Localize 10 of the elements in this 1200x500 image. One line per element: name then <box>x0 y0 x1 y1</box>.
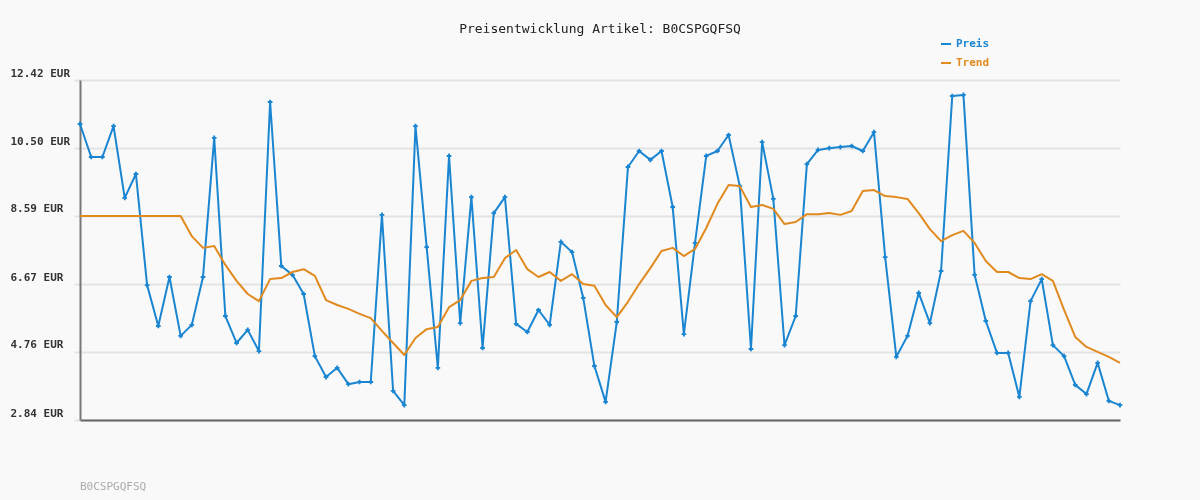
legend-label: Preis <box>956 37 990 50</box>
y-tick-label: 10.50 EUR <box>10 134 71 148</box>
y-tick-label: 8.59 EUR <box>10 202 64 216</box>
chart-title: Preisentwicklung Artikel: B0CSPGQFSQ <box>459 21 742 36</box>
y-tick-label: 2.84 EUR <box>10 406 64 420</box>
y-tick-label: 12.42 EUR <box>10 66 71 80</box>
text: B0CSPGQFSQ <box>80 480 147 493</box>
y-tick-label: 6.67 EUR <box>10 270 64 284</box>
y-tick-label: 4.76 EUR <box>10 338 64 352</box>
legend-label: Trend <box>956 56 990 69</box>
